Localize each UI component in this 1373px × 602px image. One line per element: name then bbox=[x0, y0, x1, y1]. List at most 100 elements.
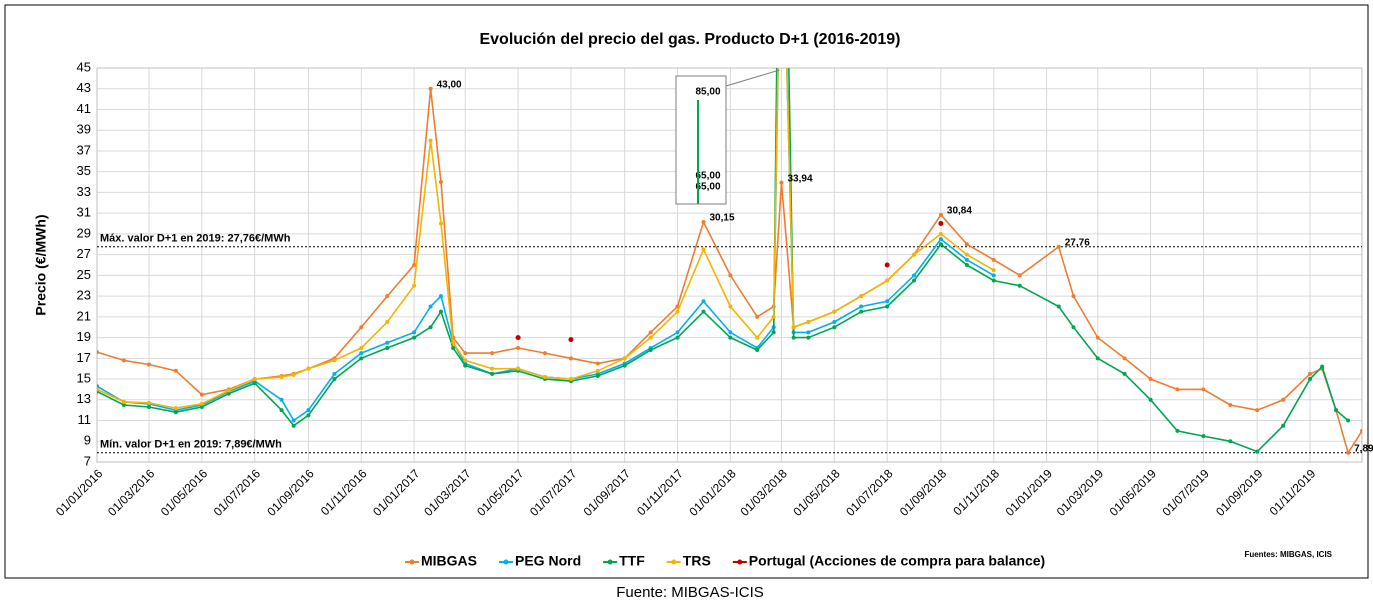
series-point bbox=[938, 231, 943, 236]
legend-label: PEG Nord bbox=[515, 553, 581, 569]
series-point bbox=[385, 345, 390, 350]
series-point bbox=[595, 368, 600, 373]
y-tick-label: 37 bbox=[77, 142, 91, 157]
series-point bbox=[1095, 356, 1100, 361]
y-tick-label: 15 bbox=[77, 370, 91, 385]
series-point bbox=[490, 371, 495, 376]
series-point bbox=[412, 330, 417, 335]
series-point bbox=[1017, 283, 1022, 288]
series-point bbox=[728, 335, 733, 340]
legend-label: TTF bbox=[619, 553, 645, 569]
series-point bbox=[1360, 428, 1362, 433]
series-point bbox=[1346, 450, 1351, 455]
value-label: 30,84 bbox=[947, 205, 972, 216]
series-point bbox=[964, 257, 969, 262]
series-point bbox=[568, 337, 574, 343]
series-point bbox=[542, 351, 547, 356]
y-tick-label: 29 bbox=[77, 225, 91, 240]
series-point bbox=[490, 351, 495, 356]
series-point bbox=[279, 397, 284, 402]
series-point bbox=[306, 366, 311, 371]
series-point bbox=[964, 252, 969, 257]
series-point bbox=[516, 366, 521, 371]
inset-box bbox=[675, 75, 727, 205]
series-point bbox=[226, 388, 231, 393]
chart-title: Evolución del precio del gas. Producto D… bbox=[479, 31, 900, 48]
legend-marker bbox=[409, 559, 415, 565]
series-point bbox=[1346, 418, 1351, 423]
series-point bbox=[199, 392, 204, 397]
series-point bbox=[991, 278, 996, 283]
series-point bbox=[332, 358, 337, 363]
y-tick-label: 35 bbox=[77, 163, 91, 178]
series-point bbox=[463, 363, 468, 368]
series-point bbox=[97, 350, 99, 355]
y-axis-label: Precio (€/MWh) bbox=[33, 214, 49, 315]
series-point bbox=[1175, 428, 1180, 433]
y-tick-label: 39 bbox=[77, 122, 91, 137]
inset-label: 65,00 bbox=[695, 182, 720, 193]
series-point bbox=[622, 356, 627, 361]
series-point bbox=[771, 330, 776, 335]
series-point bbox=[791, 335, 796, 340]
series-point bbox=[291, 372, 296, 377]
series-point bbox=[806, 320, 811, 325]
series-point bbox=[385, 340, 390, 345]
series-point bbox=[121, 358, 126, 363]
series-point bbox=[938, 221, 944, 227]
series-point bbox=[1201, 387, 1206, 392]
series-point bbox=[1308, 377, 1313, 382]
series-point bbox=[359, 345, 364, 350]
series-point bbox=[332, 371, 337, 376]
series-point bbox=[885, 299, 890, 304]
series-point bbox=[648, 348, 653, 353]
series-point bbox=[1122, 371, 1127, 376]
series-point bbox=[359, 351, 364, 356]
series-point bbox=[701, 247, 706, 252]
series-point bbox=[728, 273, 733, 278]
series-point bbox=[859, 304, 864, 309]
series-point bbox=[885, 278, 890, 283]
series-point bbox=[451, 340, 456, 345]
series-point bbox=[755, 348, 760, 353]
series-point bbox=[279, 374, 284, 379]
series-point bbox=[438, 294, 443, 299]
series-point bbox=[568, 356, 573, 361]
series-point bbox=[779, 180, 784, 185]
series-point bbox=[121, 402, 126, 407]
plot-border bbox=[96, 67, 1363, 463]
y-tick-label: 33 bbox=[77, 184, 91, 199]
series-point bbox=[912, 273, 917, 278]
value-label: 7,89 bbox=[1354, 443, 1373, 454]
y-tick-label: 17 bbox=[77, 350, 91, 365]
source-note: Fuentes: MIBGAS, ICIS bbox=[1244, 550, 1332, 559]
series-point bbox=[1122, 356, 1127, 361]
value-label: 43,00 bbox=[437, 79, 462, 90]
series-point bbox=[991, 257, 996, 262]
series-point bbox=[1056, 304, 1061, 309]
legend-label: MIBGAS bbox=[421, 553, 477, 569]
series-point bbox=[1175, 387, 1180, 392]
legend-label: TRS bbox=[683, 553, 711, 569]
series-point bbox=[1228, 439, 1233, 444]
series-point bbox=[1095, 335, 1100, 340]
y-tick-label: 41 bbox=[77, 101, 91, 116]
series-point bbox=[859, 309, 864, 314]
series-point bbox=[1255, 449, 1260, 454]
y-tick-label: 25 bbox=[77, 267, 91, 282]
series-point bbox=[964, 263, 969, 267]
series-point bbox=[1071, 294, 1076, 299]
series-point bbox=[173, 410, 178, 415]
series-point bbox=[884, 262, 890, 268]
series-point bbox=[173, 406, 178, 411]
series-point bbox=[912, 278, 917, 283]
series-point bbox=[1071, 325, 1076, 330]
series-point bbox=[199, 401, 204, 406]
series-point bbox=[412, 335, 417, 340]
y-tick-label: 23 bbox=[77, 288, 91, 303]
series-point bbox=[412, 263, 417, 267]
series-point bbox=[428, 304, 433, 309]
series-point bbox=[542, 374, 547, 379]
series-point bbox=[832, 325, 837, 330]
